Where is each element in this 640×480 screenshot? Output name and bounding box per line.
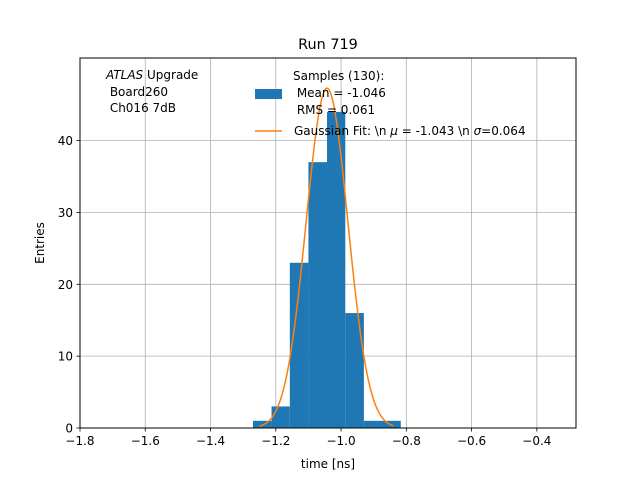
y-axis-label: Entries	[33, 222, 47, 264]
histogram-bar	[327, 111, 346, 429]
legend-histogram-line-3: RMS = 0.061	[293, 103, 375, 117]
annotation-line-1: ATLAS Upgrade	[105, 68, 198, 82]
x-axis-ticks: −1.8 −1.6 −1.4 −1.2 −1.0 −0.8 −0.6 −0.4	[65, 428, 551, 448]
y-tick-label: 40	[58, 134, 73, 148]
chart-title: Run 719	[298, 37, 358, 53]
histogram-bar	[252, 420, 272, 428]
legend-fit-sigma: σ	[474, 124, 482, 138]
annotation-upgrade: Upgrade	[143, 68, 198, 82]
legend: Samples (130): Mean = -1.046 RMS = 0.061…	[255, 69, 526, 138]
y-axis-ticks: 0 10 20 30 40	[58, 134, 80, 436]
x-axis-label: time [ns]	[301, 457, 355, 471]
annotation: ATLAS Upgrade Board260 Ch016 7dB	[105, 68, 198, 115]
histogram-bar	[271, 406, 290, 428]
x-tick-label: −1.4	[196, 434, 225, 448]
annotation-atlas: ATLAS	[105, 68, 144, 82]
x-tick-label: −1.2	[261, 434, 290, 448]
histogram-bar	[363, 420, 383, 428]
histogram-bar	[345, 313, 364, 428]
histogram-bar	[289, 262, 309, 428]
histogram-bars	[252, 111, 401, 429]
x-tick-label: −1.8	[65, 434, 94, 448]
annotation-line-3: Ch016 7dB	[106, 101, 176, 115]
legend-fit-mu: μ	[389, 124, 398, 138]
histogram-bar	[308, 162, 328, 429]
legend-histogram-line-1: Samples (130):	[293, 69, 384, 83]
y-tick-label: 30	[58, 206, 73, 220]
y-tick-label: 0	[65, 422, 73, 436]
x-tick-label: −1.6	[131, 434, 160, 448]
legend-fit-label: Gaussian Fit: \n μ = -1.043 \n σ=0.064	[294, 124, 526, 138]
y-tick-label: 10	[58, 350, 73, 364]
gaussian-fit-curve	[259, 87, 394, 427]
legend-fit-part-2: = -1.043 \n	[398, 124, 474, 138]
legend-histogram-swatch	[255, 89, 282, 99]
legend-fit-part-3: =0.064	[481, 124, 525, 138]
legend-fit-part-1: Gaussian Fit: \n	[294, 124, 390, 138]
gaussian-fit	[259, 87, 394, 427]
y-tick-label: 20	[58, 278, 73, 292]
x-tick-label: −1.0	[326, 434, 355, 448]
x-tick-label: −0.8	[392, 434, 421, 448]
x-tick-label: −0.4	[522, 434, 551, 448]
legend-histogram-line-2: Mean = -1.046	[293, 86, 386, 100]
x-tick-label: −0.6	[457, 434, 486, 448]
annotation-line-2: Board260	[106, 85, 168, 99]
plot-frame	[79, 57, 577, 429]
